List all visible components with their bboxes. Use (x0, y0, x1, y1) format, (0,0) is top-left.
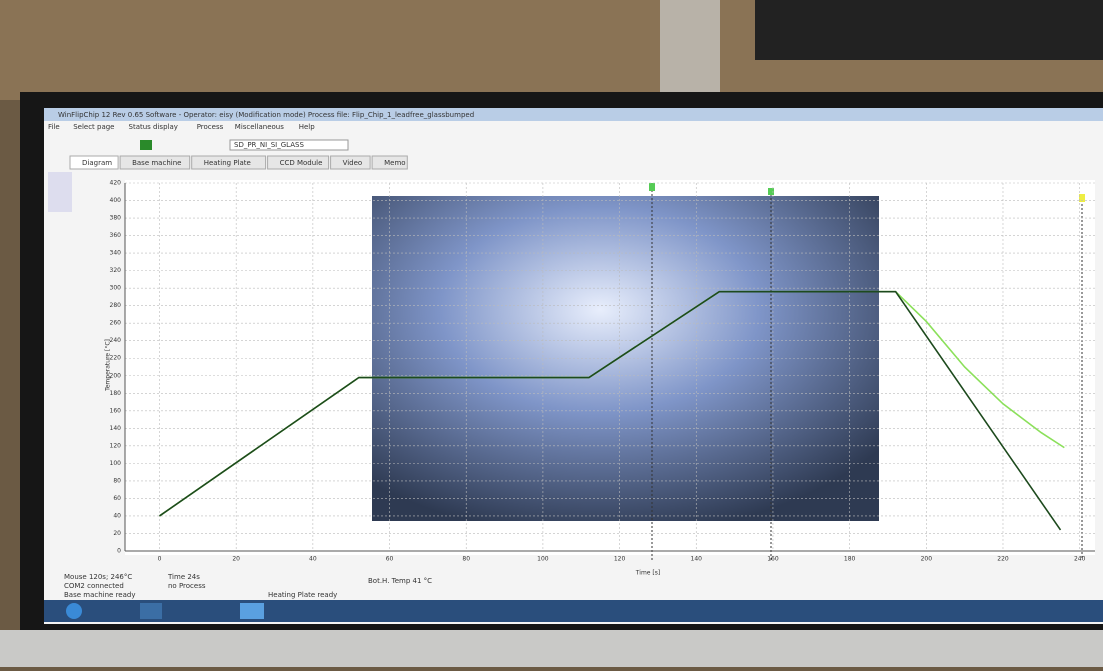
menu-item[interactable]: Status display (129, 123, 178, 131)
status-text: Base machine ready (64, 591, 135, 599)
y-tick-label: 340 (110, 250, 122, 257)
taskbar (44, 600, 1103, 622)
status-text: Mouse 120s; 246°C (64, 573, 132, 581)
y-tick-label: 120 (110, 442, 122, 449)
y-tick-label: 420 (110, 180, 122, 187)
y-tick-label: 400 (110, 197, 122, 204)
menu-item[interactable]: File (48, 123, 60, 131)
x-tick-label: 40 (309, 556, 317, 563)
y-tick-label: 360 (110, 232, 122, 239)
tab-label: Video (343, 159, 363, 167)
sidebar (48, 172, 72, 212)
y-tick-label: 280 (110, 302, 122, 309)
post (660, 0, 720, 95)
x-tick-label: 120 (614, 556, 626, 563)
x-tick-label: 180 (844, 556, 856, 563)
y-tick-label: 60 (113, 495, 121, 502)
y-tick-label: 20 (113, 530, 121, 537)
y-tick-label: 40 (113, 512, 121, 519)
status-text: COM2 connected (64, 582, 124, 590)
menu-item[interactable]: Miscellaneous (235, 123, 284, 131)
status-text: Bot.H. Temp 41 °C (368, 577, 432, 585)
cursor-marker[interactable] (649, 183, 655, 191)
x-tick-label: 240 (1074, 556, 1086, 563)
taskbar-app[interactable] (140, 603, 162, 619)
start-orb[interactable] (66, 603, 82, 619)
tab-label: Memo (384, 159, 405, 167)
status-text: Time 24s (167, 573, 200, 581)
monitor-stand (0, 630, 1103, 667)
x-tick-label: 140 (691, 556, 703, 563)
status-text: Heating Plate ready (268, 591, 337, 599)
x-tick-label: 20 (232, 556, 240, 563)
x-tick-label: 60 (386, 556, 394, 563)
x-tick-label: 100 (537, 556, 549, 563)
menu-item[interactable]: Help (299, 123, 316, 131)
status-text: no Process (168, 582, 206, 590)
y-tick-label: 80 (113, 477, 121, 484)
y-tick-label: 300 (110, 285, 122, 292)
y-tick-label: 100 (110, 460, 122, 467)
window-title: WinFlipChip 12 Rev 0.65 Software - Opera… (58, 111, 474, 119)
tab-label: Base machine (132, 159, 181, 167)
y-tick-label: 0 (117, 548, 121, 555)
tab-label: CCD Module (280, 159, 323, 167)
y-tick-label: 260 (110, 320, 122, 327)
x-tick-label: 80 (462, 556, 470, 563)
process-select-text: SD_PR_NI_SI_GLASS (234, 141, 304, 149)
tab-label: Heating Plate (204, 159, 251, 167)
menu-item[interactable]: Select page (73, 123, 114, 131)
device (755, 0, 1103, 60)
x-axis-title: Time [s] (635, 570, 660, 577)
x-tick-label: 160 (767, 556, 779, 563)
taskbar-app[interactable] (240, 603, 264, 619)
x-tick-label: 200 (921, 556, 933, 563)
x-tick-label: 0 (158, 556, 162, 563)
y-tick-label: 320 (110, 267, 122, 274)
tab-label: Diagram (82, 159, 112, 167)
menu-item[interactable]: Process (197, 123, 224, 131)
y-tick-label: 160 (110, 407, 122, 414)
y-tick-label: 380 (110, 215, 122, 222)
y-axis-title: Temperature [°C] (105, 339, 112, 392)
start-button[interactable] (140, 140, 152, 150)
photo: WinFlipChip 12 Rev 0.65 Software - Opera… (0, 0, 1103, 667)
y-tick-label: 140 (110, 425, 122, 432)
x-tick-label: 220 (997, 556, 1009, 563)
